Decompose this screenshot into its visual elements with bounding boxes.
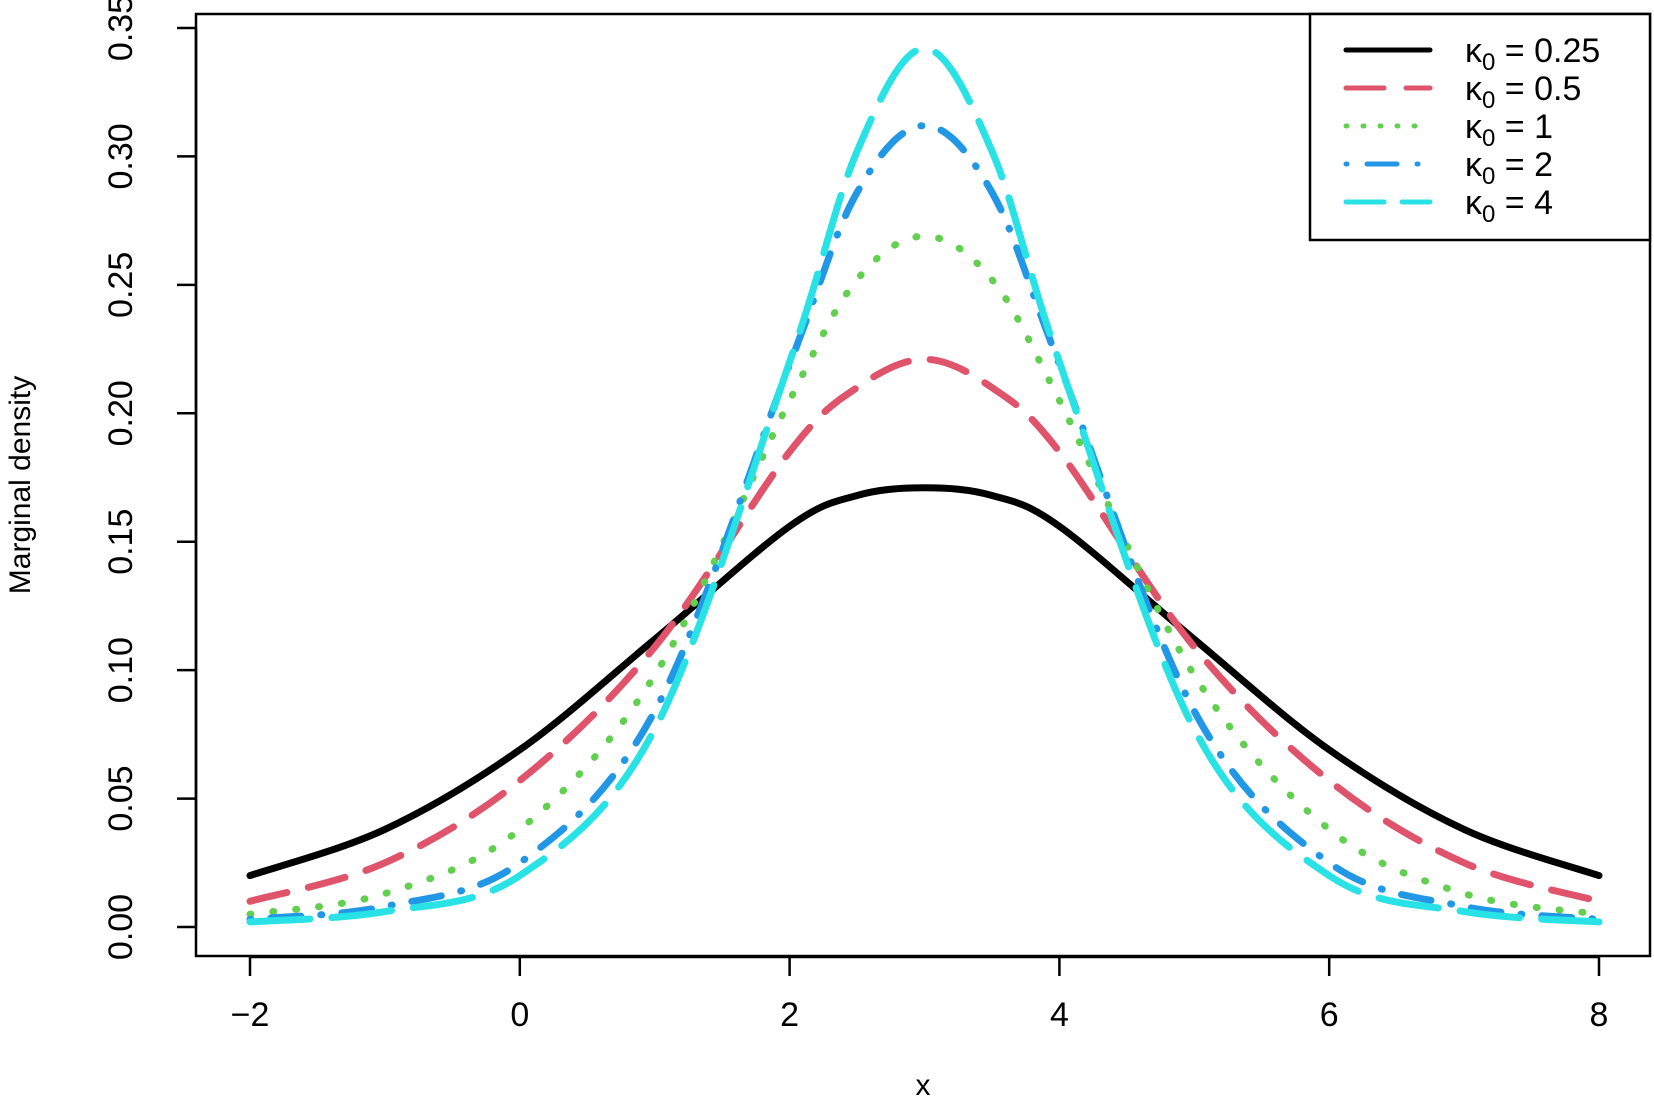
- x-tick-label: 8: [1590, 996, 1609, 1034]
- x-tick-label: 0: [510, 996, 529, 1034]
- series-layer: [246, 44, 1603, 926]
- x-tick-label: 2: [780, 996, 799, 1034]
- legend-label-4: κ0 = 4: [1465, 184, 1553, 228]
- series-line-2: [246, 232, 1603, 918]
- series-line-3: [246, 122, 1603, 923]
- y-tick-label: 0.10: [102, 637, 140, 703]
- series-line-0: [246, 484, 1603, 880]
- y-tick-label: 0.30: [102, 123, 140, 189]
- y-tick-label: 0.25: [102, 252, 140, 318]
- y-axis-title: Marginal density: [4, 376, 37, 594]
- series-line-1: [246, 355, 1603, 905]
- legend-label-3: κ0 = 2: [1465, 146, 1553, 190]
- y-tick-label: 0.15: [102, 509, 140, 575]
- legend-label-2: κ0 = 1: [1465, 108, 1553, 152]
- x-axis-title: x: [916, 1069, 931, 1099]
- y-tick-label: 0.35: [102, 0, 140, 61]
- x-tick-label: −2: [231, 996, 270, 1034]
- y-tick-label: 0.20: [102, 380, 140, 446]
- legend-label-0: κ0 = 0.25: [1465, 32, 1600, 76]
- y-tick-label: 0.05: [102, 765, 140, 831]
- legend-label-1: κ0 = 0.5: [1465, 70, 1581, 114]
- axes: −2 0 2 4 6 8 0.00 0.05 0.10 0.15 0.20 0.25 0.30 0.35: [102, 0, 1608, 1034]
- x-tick-label: 6: [1320, 996, 1339, 1034]
- x-tick-label: 4: [1050, 996, 1069, 1034]
- series-line-4: [246, 44, 1603, 926]
- y-tick-label: 0.00: [102, 894, 140, 960]
